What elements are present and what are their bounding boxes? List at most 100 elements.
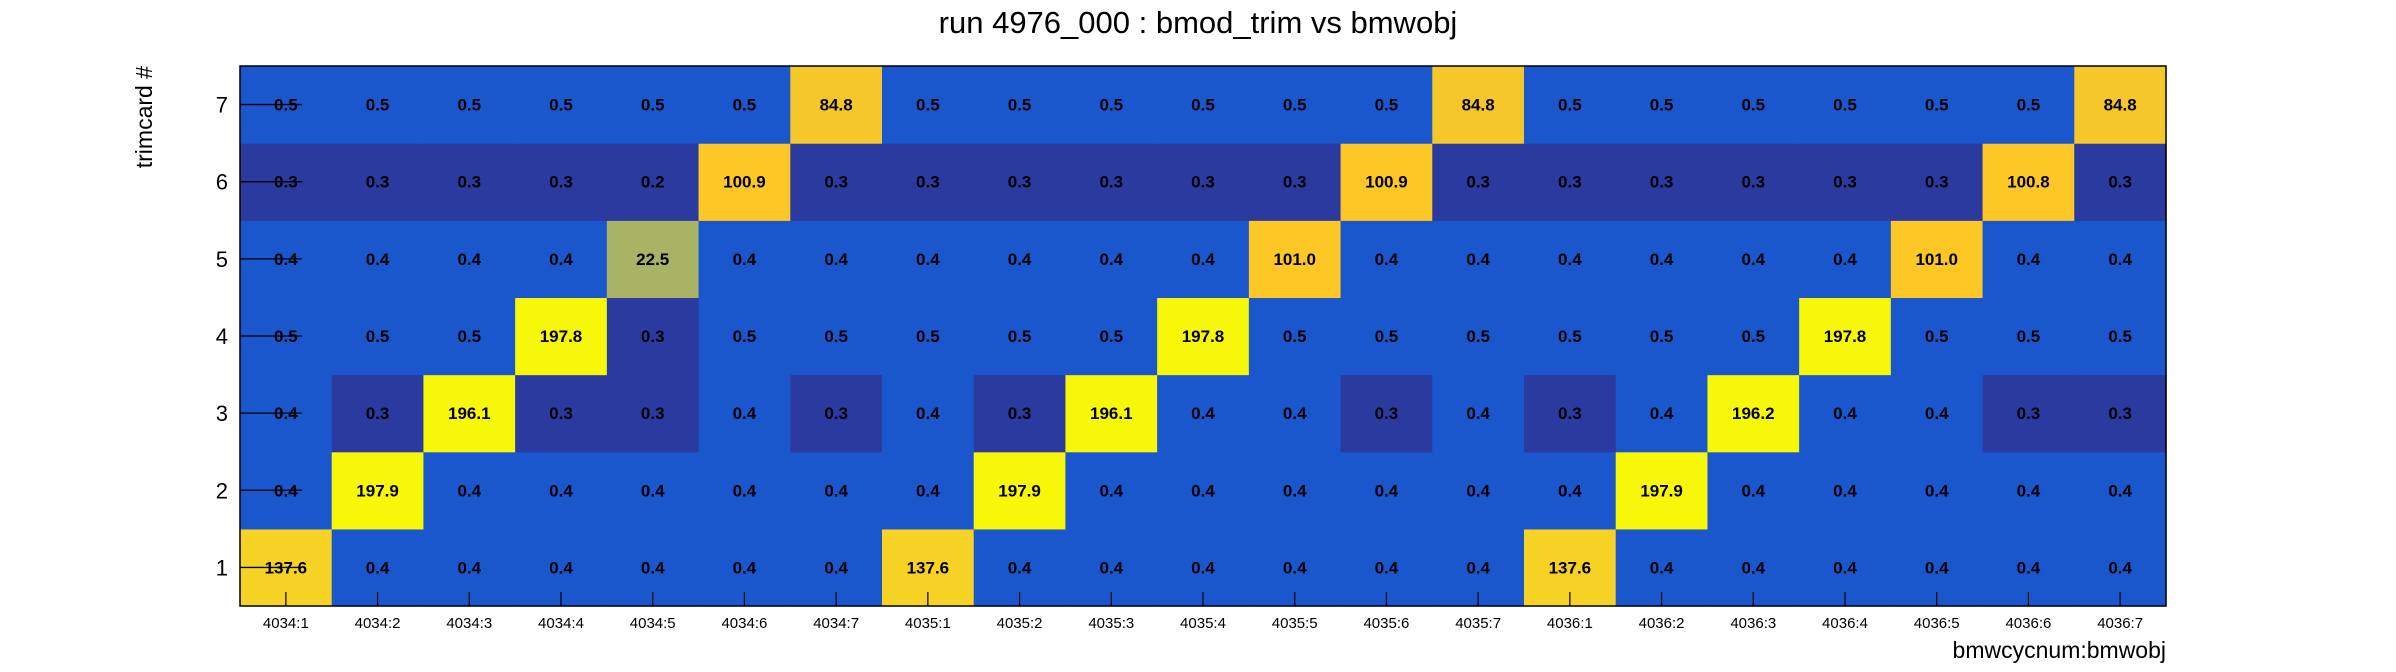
- x-tick-label: 4035:3: [1088, 615, 1134, 632]
- heatmap-cell: [2074, 220, 2167, 299]
- heatmap-cell: [331, 66, 425, 144]
- heatmap-cell: [1340, 66, 1433, 144]
- cell-value-label: 137.6: [1549, 558, 1592, 577]
- cell-value-label: 0.4: [1833, 481, 1857, 500]
- cell-value-label: 0.3: [1833, 173, 1857, 192]
- heatmap-cell: [1432, 143, 1525, 221]
- cell-value-label: 0.5: [1833, 96, 1857, 115]
- cell-value-label: 0.5: [1925, 327, 1949, 346]
- cell-value-label: 0.4: [1466, 250, 1490, 269]
- cell-value-label: 0.4: [2108, 481, 2132, 500]
- cell-value-label: 0.5: [1375, 96, 1399, 115]
- cell-value-label: 0.4: [549, 250, 573, 269]
- chart-title: run 4976_000 : bmod_trim vs bmwobj: [939, 5, 1458, 40]
- heatmap-cell: [1065, 220, 1158, 299]
- cell-value-label: 0.3: [1283, 173, 1307, 192]
- x-tick-label: 4036:5: [1914, 615, 1960, 632]
- heatmap-cell: [1524, 297, 1617, 376]
- heatmap-cell: [1065, 66, 1158, 144]
- cell-value-label: 0.5: [2017, 96, 2041, 115]
- heatmap-cell: [1524, 220, 1617, 299]
- cell-value-label: 0.4: [2017, 481, 2041, 500]
- x-tick-label: 4035:5: [1272, 615, 1318, 632]
- cell-value-label: 0.3: [1375, 404, 1399, 423]
- heatmap-cell: [1615, 143, 1709, 221]
- heatmap-cell: [1248, 66, 1342, 144]
- cell-value-label: 0.5: [1099, 96, 1123, 115]
- cell-value-label: 0.4: [366, 250, 390, 269]
- cell-value-label: 0.4: [1833, 404, 1857, 423]
- cell-value-label: 197.9: [998, 481, 1041, 500]
- cell-value-label: 0.5: [1741, 327, 1765, 346]
- cell-value-label: 0.4: [1375, 558, 1399, 577]
- heatmap-cell: [515, 297, 608, 376]
- cell-value-label: 0.3: [1925, 173, 1949, 192]
- heatmap-cell: [1432, 66, 1525, 144]
- cell-value-label: 0.5: [916, 327, 940, 346]
- cell-value-label: 0.5: [1650, 327, 1674, 346]
- x-tick-label: 4034:1: [263, 615, 309, 632]
- cell-value-label: 196.1: [448, 404, 491, 423]
- x-tick-label: 4034:6: [721, 615, 767, 632]
- cell-value-label: 0.5: [824, 327, 848, 346]
- cell-value-label: 0.4: [824, 481, 848, 500]
- cell-value-label: 0.5: [549, 96, 573, 115]
- heatmap-cell: [1248, 451, 1342, 530]
- heatmap-cell: [423, 220, 516, 299]
- cell-value-label: 197.9: [356, 481, 399, 500]
- cell-value-label: 100.8: [2007, 173, 2050, 192]
- cell-value-label: 0.3: [549, 173, 573, 192]
- cell-value-label: 0.4: [1008, 558, 1032, 577]
- x-tick-label: 4035:6: [1363, 615, 1409, 632]
- heatmap-cell: [1707, 220, 1800, 299]
- y-tick-label: 6: [216, 170, 228, 195]
- x-axis-title: bmwcycnum:bmwobj: [1953, 637, 2166, 663]
- heatmap-cell: [882, 451, 975, 530]
- cell-value-label: 0.4: [1375, 481, 1399, 500]
- heatmap-cell: [1248, 374, 1342, 453]
- cell-value-label: 0.3: [366, 404, 390, 423]
- heatmap-cell: [1157, 143, 1250, 221]
- heatmap-cell: [2074, 297, 2167, 376]
- heatmap-cell: [973, 220, 1067, 299]
- cell-value-label: 0.5: [733, 96, 757, 115]
- cell-value-label: 0.4: [2017, 250, 2041, 269]
- cell-value-label: 0.4: [1925, 558, 1949, 577]
- cell-value-label: 0.4: [1099, 250, 1123, 269]
- cell-value-label: 0.5: [733, 327, 757, 346]
- heatmap-cell: [1065, 451, 1158, 530]
- cell-value-label: 0.3: [2108, 404, 2132, 423]
- cell-value-label: 0.4: [1466, 558, 1490, 577]
- cell-value-label: 0.4: [1558, 250, 1582, 269]
- heatmap-cell: [1890, 66, 1984, 144]
- cell-value-label: 0.4: [1833, 250, 1857, 269]
- cell-value-label: 0.3: [824, 404, 848, 423]
- cell-value-label: 0.5: [916, 96, 940, 115]
- cell-value-label: 196.1: [1090, 404, 1133, 423]
- x-tick-label: 4036:6: [2005, 615, 2051, 632]
- cell-value-label: 0.4: [1466, 481, 1490, 500]
- cell-value-label: 0.4: [1191, 404, 1215, 423]
- heatmap-cell: [2074, 66, 2167, 144]
- heatmap-cell: [1340, 143, 1433, 221]
- x-tick-label: 4036:4: [1822, 615, 1868, 632]
- heatmap-cell: [1890, 143, 1984, 221]
- heatmap-cell: [1340, 297, 1433, 376]
- heatmap-cell: [606, 297, 700, 376]
- cell-value-label: 0.4: [1283, 481, 1307, 500]
- cell-value-label: 0.4: [733, 558, 757, 577]
- heatmap-cell: [1799, 297, 1892, 376]
- heatmap-cell: [606, 374, 700, 453]
- x-tick-label: 4034:2: [355, 615, 401, 632]
- heatmap-cell: [423, 451, 516, 530]
- cell-value-label: 84.8: [1462, 96, 1495, 115]
- heatmap-cell: [698, 451, 791, 530]
- cell-value-label: 0.5: [366, 327, 390, 346]
- cell-value-label: 0.4: [641, 481, 665, 500]
- x-tick-label: 4034:4: [538, 615, 584, 632]
- cell-value-label: 0.4: [549, 481, 573, 500]
- cell-value-label: 0.3: [549, 404, 573, 423]
- heatmap-cell: [1707, 451, 1800, 530]
- heatmap-cell: [1157, 220, 1250, 299]
- heatmap-cell: [1157, 297, 1250, 376]
